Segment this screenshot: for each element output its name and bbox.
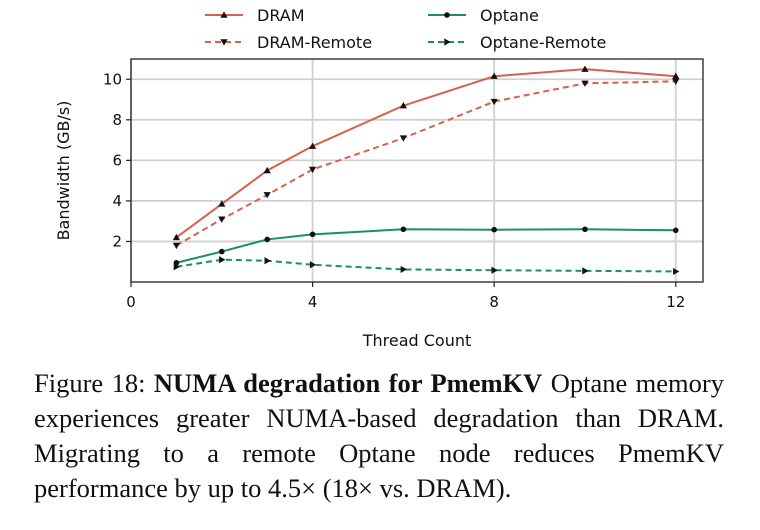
- series-layer: [172, 65, 680, 276]
- figure-caption: Figure 18: NUMA degradation for PmemKV O…: [34, 366, 724, 506]
- point-dram-remote: [172, 242, 180, 250]
- point-optane-remote: [264, 257, 271, 265]
- point-dram-remote: [399, 135, 407, 142]
- y-tick-label: 2: [112, 232, 122, 250]
- point-optane-remote: [582, 267, 589, 275]
- point-dram-remote: [308, 166, 317, 174]
- point-optane-remote: [309, 261, 317, 269]
- legend-label-dram-remote: DRAM-Remote: [257, 33, 372, 52]
- point-optane: [491, 226, 497, 233]
- caption-label: Figure 18:: [34, 368, 146, 398]
- point-optane: [218, 248, 225, 255]
- point-dram: [490, 72, 498, 79]
- point-optane: [264, 236, 270, 243]
- y-axis-label: Bandwidth (GB/s): [54, 101, 73, 241]
- y-tick-label: 8: [112, 111, 122, 129]
- series-dram-remote: [172, 78, 680, 250]
- legend-label-dram: DRAM: [257, 6, 305, 25]
- y-tick-label: 4: [112, 192, 122, 210]
- point-dram-remote: [263, 192, 271, 199]
- point-dram: [172, 233, 180, 241]
- point-optane: [400, 226, 407, 233]
- point-dram-remote: [490, 98, 498, 106]
- point-optane-remote: [673, 267, 680, 276]
- point-dram: [218, 200, 226, 207]
- point-dram-remote: [672, 78, 680, 85]
- point-dram-remote: [581, 80, 589, 87]
- line-optane: [176, 228, 676, 264]
- legend-marker-dram: [220, 11, 228, 18]
- line-dram: [175, 68, 676, 239]
- ticks: 0 4 8 12 2 4 6 8 10: [103, 70, 685, 311]
- legend-item-dram-remote: DRAM-Remote: [205, 33, 372, 52]
- point-optane: [309, 231, 316, 238]
- point-optane: [582, 226, 588, 233]
- series-dram: [172, 65, 680, 241]
- point-dram: [399, 102, 407, 109]
- y-tick-label: 10: [103, 70, 122, 88]
- chart: DRAM DRAM-Remote Optane Optane-Remote 0 4 8 12…: [54, 6, 704, 350]
- legend: DRAM DRAM-Remote Optane Optane-Remote: [205, 6, 606, 52]
- legend-item-optane: Optane: [428, 6, 539, 25]
- series-optane-remote: [173, 256, 680, 276]
- legend-item-dram: DRAM: [205, 6, 305, 25]
- point-dram: [308, 142, 317, 149]
- line-optane-remote: [176, 258, 676, 273]
- legend-marker-optane: [444, 12, 450, 18]
- grid: [130, 59, 703, 282]
- x-tick-label: 8: [489, 293, 499, 311]
- caption-text: Optane memory experiences greater NUMA-b…: [34, 368, 724, 503]
- series-optane: [173, 226, 679, 266]
- legend-item-optane-remote: Optane-Remote: [428, 33, 606, 52]
- y-tick-label: 6: [112, 151, 122, 169]
- point-optane-remote: [173, 263, 180, 271]
- caption-title: NUMA degradation for PmemKV: [153, 368, 543, 398]
- point-optane-remote: [491, 266, 498, 274]
- point-dram: [581, 65, 589, 72]
- point-optane: [672, 227, 679, 234]
- point-dram: [263, 166, 271, 174]
- legend-label-optane: Optane: [480, 6, 539, 25]
- x-tick-label: 4: [308, 293, 318, 311]
- point-dram: [672, 72, 680, 79]
- point-optane-remote: [400, 265, 407, 274]
- point-optane-remote: [219, 256, 226, 264]
- line-dram-remote: [175, 80, 676, 247]
- x-tick-label: 12: [666, 293, 685, 311]
- x-axis-label: Thread Count: [362, 331, 472, 350]
- point-dram-remote: [218, 216, 226, 223]
- legend-label-optane-remote: Optane-Remote: [480, 33, 606, 52]
- x-tick-label: 0: [126, 293, 136, 311]
- legend-marker-dram-remote: [220, 39, 228, 46]
- legend-marker-optane-remote: [444, 38, 451, 46]
- plot-frame: [130, 58, 704, 283]
